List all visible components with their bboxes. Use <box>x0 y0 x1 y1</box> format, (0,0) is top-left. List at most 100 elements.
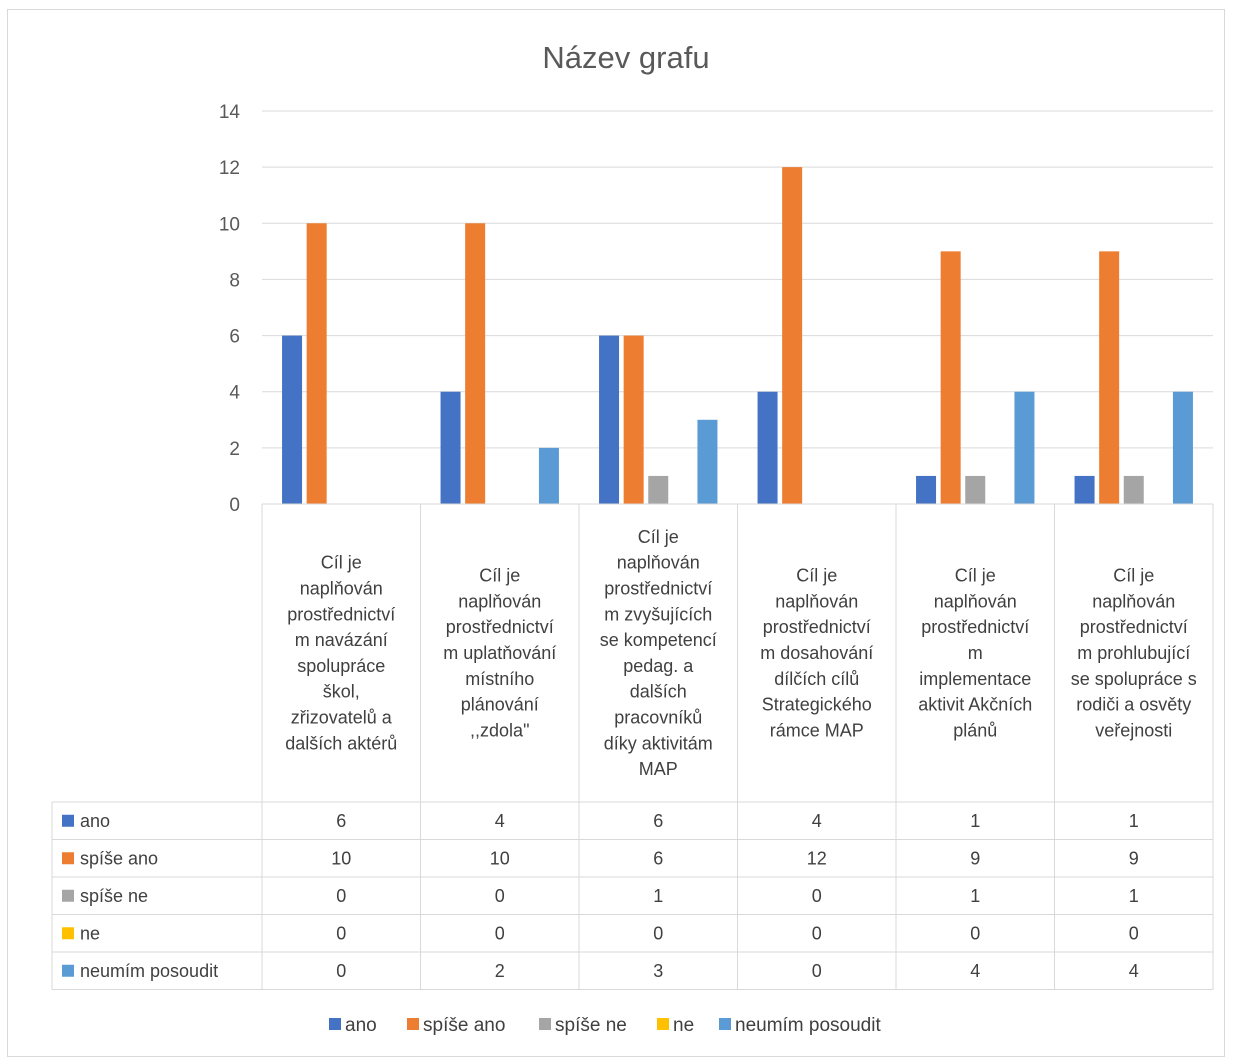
bar-ano <box>757 391 778 504</box>
series-name: spíše ano <box>80 848 158 868</box>
series-name: ne <box>80 923 100 943</box>
category-label: Cíl je <box>1113 566 1154 586</box>
category-label: Cíl je <box>479 566 520 586</box>
data-label: 10 <box>331 848 351 868</box>
category-label: dalších aktérů <box>285 733 397 753</box>
legend-key <box>62 927 74 940</box>
category-label: prostřednictví <box>921 617 1029 637</box>
bar-spíše-ano <box>782 167 803 504</box>
legend-label: ne <box>673 1015 694 1036</box>
category-label: prostřednictví <box>1080 617 1188 637</box>
data-label: 0 <box>336 961 346 981</box>
legend-key <box>62 814 74 827</box>
category-label: aktivit Akčních <box>918 695 1032 715</box>
category-label: zřizovatelů a <box>291 708 393 728</box>
data-label: 9 <box>970 848 980 868</box>
y-tick-label: 8 <box>229 270 240 291</box>
bar-ano <box>440 391 461 504</box>
data-label: 0 <box>336 886 346 906</box>
data-label: 3 <box>653 961 663 981</box>
category-label: rámce MAP <box>770 720 864 740</box>
category-label: naplňován <box>775 591 858 611</box>
bar-neumím-posoudit <box>1172 391 1193 504</box>
bar-ano <box>916 475 937 504</box>
category-label: naplňován <box>617 553 700 573</box>
category-label: se spolupráce s <box>1071 669 1197 689</box>
category-label: m dosahování <box>760 643 873 663</box>
bar-spíše-ne <box>965 475 986 504</box>
category-label: spolupráce <box>297 656 385 676</box>
y-tick-label: 6 <box>229 327 240 348</box>
data-label: 1 <box>1129 811 1139 831</box>
category-label: Cíl je <box>638 527 679 547</box>
data-label: 1 <box>1129 886 1139 906</box>
data-label: 1 <box>970 886 980 906</box>
bar-spíše-ne <box>648 475 669 504</box>
category-label: m prohlubující <box>1077 643 1190 663</box>
data-label: 4 <box>812 811 822 831</box>
series-name: spíše ne <box>80 886 148 906</box>
category-label: plánů <box>953 720 997 740</box>
series-name: ano <box>80 811 110 831</box>
category-label: veřejnosti <box>1095 720 1172 740</box>
bar-neumím-posoudit <box>1014 391 1035 504</box>
y-tick-label: 4 <box>229 383 240 404</box>
category-label: dalších <box>630 682 687 702</box>
category-label: naplňován <box>1092 591 1175 611</box>
category-label: Cíl je <box>955 566 996 586</box>
legend-swatch <box>719 1018 731 1030</box>
category-label: m zvyšujících <box>604 604 712 624</box>
category-label: MAP <box>639 759 678 779</box>
data-label: 0 <box>495 923 505 943</box>
category-label: naplňován <box>458 591 541 611</box>
chart-frame <box>7 9 1225 1057</box>
y-tick-label: 0 <box>229 495 240 516</box>
category-label: naplňován <box>300 579 383 599</box>
category-label: implementace <box>919 669 1031 689</box>
data-label: 0 <box>495 886 505 906</box>
legend-label: ano <box>345 1015 377 1036</box>
data-label: 4 <box>970 961 980 981</box>
y-tick-label: 10 <box>219 214 240 235</box>
data-label: 0 <box>653 923 663 943</box>
data-label: 4 <box>495 811 505 831</box>
category-label: rodiči a osvěty <box>1076 695 1191 715</box>
bar-neumím-posoudit <box>697 419 718 504</box>
category-label: m uplatňování <box>443 643 556 663</box>
category-label: Strategického <box>762 695 872 715</box>
bar-ano <box>282 335 303 504</box>
y-tick-label: 14 <box>219 102 241 123</box>
category-label: m navázání <box>295 630 388 650</box>
category-label: prostřednictví <box>287 604 395 624</box>
category-label: prostřednictví <box>446 617 554 637</box>
data-label: 0 <box>970 923 980 943</box>
data-label: 0 <box>812 886 822 906</box>
legend-label: neumím posoudit <box>735 1015 881 1036</box>
category-label: díky aktivitám <box>604 733 713 753</box>
data-label: 6 <box>653 811 663 831</box>
bar-spíše-ano <box>1099 251 1120 504</box>
data-label: 0 <box>812 923 822 943</box>
data-label: 4 <box>1129 961 1139 981</box>
data-label: 2 <box>495 961 505 981</box>
legend-swatch <box>329 1018 341 1030</box>
bar-spíše-ano <box>940 251 961 504</box>
y-tick-label: 12 <box>219 158 240 179</box>
legend-key <box>62 889 74 902</box>
category-label: Cíl je <box>796 566 837 586</box>
legend-key <box>62 852 74 865</box>
data-label: 0 <box>1129 923 1139 943</box>
bar-neumím-posoudit <box>538 447 559 504</box>
legend-swatch <box>657 1018 669 1030</box>
category-label: škol, <box>323 682 360 702</box>
data-label: 12 <box>807 848 827 868</box>
category-label: m <box>968 643 983 663</box>
legend-label: spíše ne <box>555 1015 627 1036</box>
legend-label: spíše ano <box>423 1015 505 1036</box>
category-label: pedag. a <box>623 656 694 676</box>
bar-spíše-ano <box>306 223 327 505</box>
category-label: se kompetencí <box>600 630 717 650</box>
category-label: naplňován <box>934 591 1017 611</box>
category-label: místního <box>465 669 534 689</box>
data-label: 10 <box>490 848 510 868</box>
